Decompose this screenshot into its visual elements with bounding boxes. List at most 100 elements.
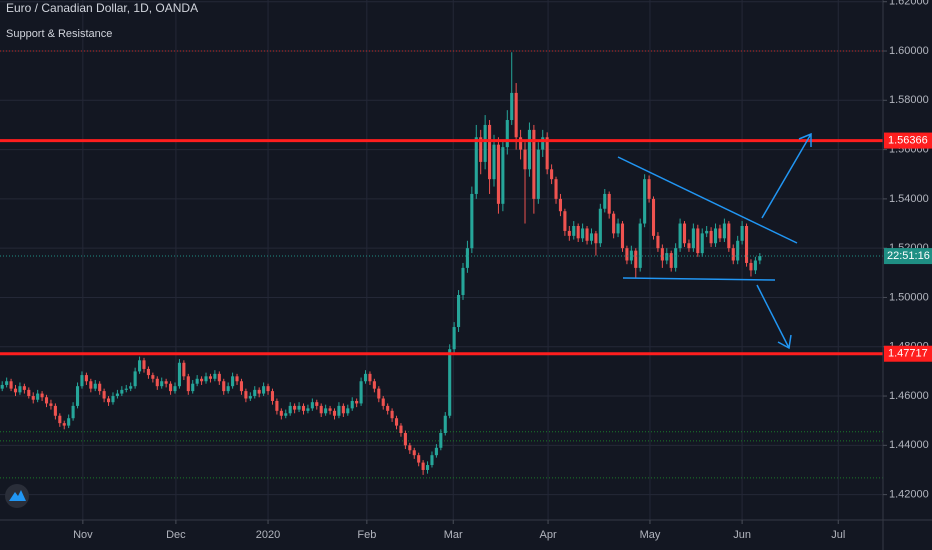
candle-body [372, 381, 376, 389]
candle-body [598, 208, 602, 244]
y-tick-label: 1.46000 [889, 390, 929, 402]
candle-body [718, 228, 722, 239]
candle-body [67, 418, 71, 426]
candle-body [607, 193, 611, 214]
candle-body [177, 362, 181, 387]
candle-body [514, 92, 518, 138]
candle-body [647, 179, 651, 199]
x-tick-label: 2020 [256, 529, 280, 541]
candle-body [682, 223, 687, 244]
candle-body [310, 402, 314, 409]
candle-body [536, 149, 540, 199]
candle-body [355, 400, 359, 404]
candle-body [138, 360, 142, 372]
candle-body [257, 389, 261, 394]
candle-body [744, 225, 749, 263]
candle-body [394, 418, 399, 426]
candle-body [581, 228, 585, 239]
candle-body [616, 223, 620, 234]
candle-body [84, 375, 88, 382]
candle-body [169, 383, 173, 392]
candle-body [727, 223, 731, 249]
candle-body [709, 230, 713, 244]
candle-body [740, 225, 744, 241]
candle-body [195, 378, 199, 384]
candle-body [288, 405, 292, 414]
candle-body [332, 410, 337, 416]
logo [5, 484, 29, 508]
candle-body [594, 233, 598, 244]
candle-body [696, 228, 700, 254]
candle-body [651, 198, 656, 236]
chart-title: Euro / Canadian Dollar, 1D, OANDA [6, 1, 198, 15]
candle-body [589, 233, 594, 241]
candle-body [213, 373, 217, 379]
level-label: 1.47717 [888, 348, 928, 360]
candle-body [545, 137, 549, 170]
candle-body [350, 400, 354, 409]
last-price-label-bg [884, 248, 932, 265]
candle-body [363, 373, 368, 382]
x-tick-label: Nov [73, 529, 93, 541]
candle-body [80, 375, 84, 387]
grid [0, 0, 883, 520]
x-tick-label: Mar [444, 529, 463, 541]
drawings [617, 132, 812, 350]
candle-body [452, 327, 456, 350]
candle-body [643, 179, 647, 224]
candle-body [133, 371, 137, 387]
logo-icon [9, 490, 26, 501]
candle-body [381, 398, 385, 406]
candle-body [563, 211, 567, 231]
x-tick-label: Apr [539, 529, 556, 541]
candle-body [550, 169, 554, 180]
candle-body [235, 376, 239, 382]
candle-body [691, 228, 695, 249]
axes: 1.420001.440001.460001.480001.500001.520… [73, 0, 932, 541]
candle-body [470, 193, 474, 249]
candle-body [731, 248, 735, 261]
x-tick-label: Jun [733, 529, 751, 541]
candle-body [173, 386, 177, 392]
candle-body [713, 228, 718, 244]
candle-body [665, 253, 669, 261]
candle-body [505, 120, 509, 148]
candle-body [217, 373, 221, 382]
level-label: 1.56366 [888, 134, 928, 146]
candle-body [244, 391, 248, 399]
candle-body [448, 349, 452, 416]
trend-line [622, 277, 776, 281]
candle-body [75, 386, 80, 406]
candle-body [554, 179, 558, 199]
candle-body [678, 223, 682, 249]
candle-body [102, 391, 106, 399]
candle-body [62, 423, 66, 426]
y-tick-label: 1.60000 [889, 45, 929, 57]
candle-body [0, 384, 4, 389]
candle-body [722, 223, 726, 239]
candle-body [31, 396, 35, 400]
candle-body [501, 147, 505, 204]
candle-body [492, 144, 496, 180]
candle-body [71, 405, 75, 419]
candle-body [155, 378, 159, 387]
candle-body [204, 376, 208, 382]
candle-body [40, 393, 44, 398]
level-label-bg [884, 132, 932, 149]
y-tick-label: 1.58000 [889, 94, 929, 106]
candle-body [93, 383, 97, 389]
candle-body [758, 256, 762, 261]
candle-body [13, 388, 18, 393]
candle-body [479, 137, 483, 162]
arrow [756, 284, 790, 349]
candle-body [266, 386, 270, 392]
candle-body [120, 389, 124, 394]
candle-body [293, 405, 297, 410]
candle-body [483, 124, 487, 162]
candle-body [620, 223, 625, 249]
arrow-head [798, 132, 812, 147]
candle-body [434, 447, 438, 456]
candle-body [239, 381, 244, 392]
